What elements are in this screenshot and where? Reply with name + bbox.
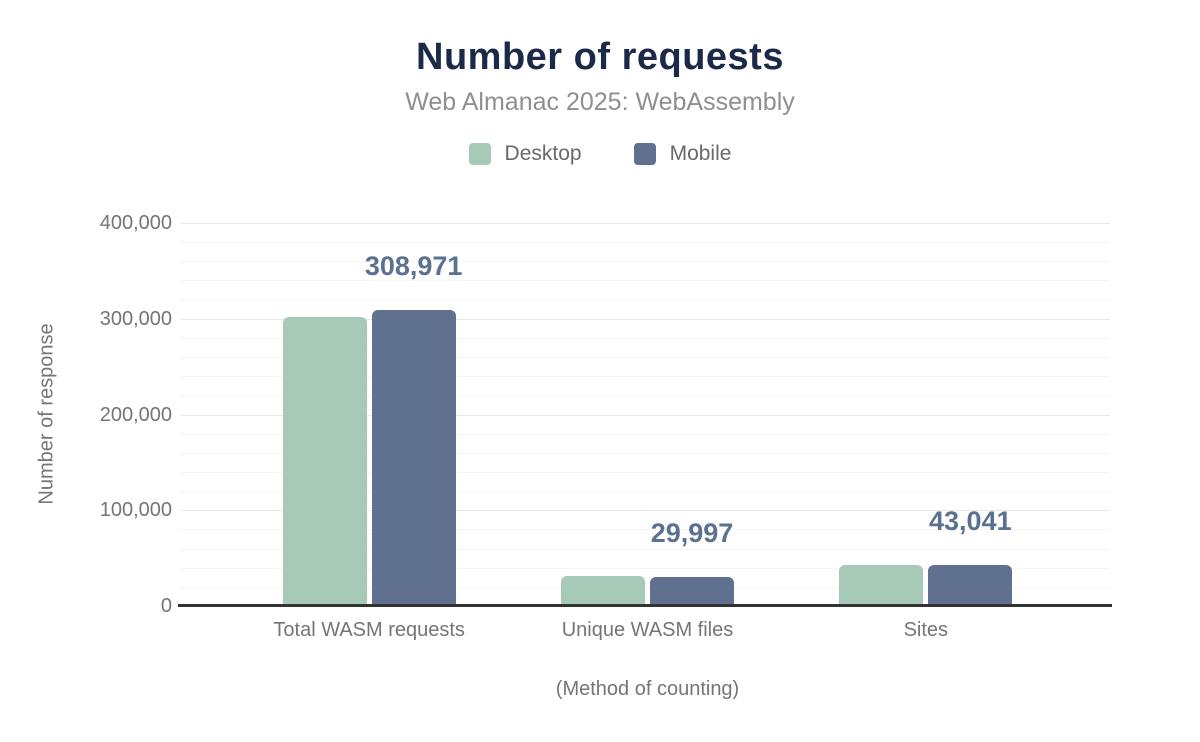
gridline-minor (180, 452, 1110, 454)
gridline-minor (180, 280, 1110, 282)
mobile-bar[interactable]: 43,041 (928, 507, 1013, 606)
y-axis-tick-labels: 0 100,000 200,000 300,000 400,000 (0, 213, 172, 616)
gridline-minor (180, 395, 1110, 397)
gridline-major (180, 414, 1110, 416)
x-axis-category-label: Total WASM requests (273, 619, 465, 641)
gridline-minor (180, 261, 1110, 263)
desktop-swatch-icon (468, 143, 491, 165)
legend-item-mobile[interactable]: Mobile (633, 142, 732, 166)
gridline-minor (180, 491, 1110, 493)
chart-subtitle: Web Almanac 2025: WebAssembly (405, 88, 795, 116)
gridline-minor (180, 567, 1110, 569)
x-axis-category-label: Sites (903, 619, 949, 641)
plot-area: 308,971 29,997 43,041 (180, 223, 1110, 606)
gridline-minor (180, 299, 1110, 301)
bar-value-label: 308,971 (364, 251, 463, 282)
mobile-bar[interactable]: 308,971 (365, 253, 462, 606)
x-axis-title: (Method of counting) (555, 678, 740, 700)
y-tick-label: 400,000 (99, 212, 172, 234)
y-tick-label: 200,000 (99, 403, 172, 426)
legend-item-desktop[interactable]: Desktop (468, 142, 582, 166)
bar-value-label: 29,997 (650, 518, 734, 549)
mobile-swatch-icon (633, 143, 656, 165)
y-tick-label: 0 (160, 595, 172, 617)
bar-group: 308,971 (230, 223, 508, 606)
gridline-minor (180, 548, 1110, 550)
mobile-bar[interactable]: 29,997 (649, 520, 734, 606)
gridline-minor (180, 586, 1110, 588)
bar-group: 43,041 (787, 223, 1065, 606)
y-tick-label: 300,000 (99, 307, 172, 330)
x-axis-category-labels: Total WASM requests Unique WASM files Site… (230, 619, 1065, 642)
y-tick-label: 100,000 (99, 499, 172, 522)
legend-label-mobile: Mobile (669, 142, 732, 165)
gridline-minor (180, 433, 1110, 435)
gridline-minor (180, 376, 1110, 378)
chart-title: Number of requests (416, 36, 784, 78)
bar-value-label: 43,041 (929, 505, 1012, 536)
bars-container: 308,971 29,997 43,041 (230, 223, 1065, 606)
desktop-bar[interactable] (839, 564, 924, 606)
gridline-minor (180, 529, 1110, 531)
bar-group: 29,997 (508, 223, 786, 606)
legend: Desktop Mobile (0, 142, 1200, 166)
gridline-major (180, 223, 1110, 224)
gridline-minor (180, 242, 1110, 244)
x-axis-category-label: Unique WASM files (561, 619, 734, 641)
gridline-minor (180, 357, 1110, 359)
desktop-bar[interactable] (282, 316, 367, 606)
y-axis-title: Number of response (35, 323, 58, 505)
legend-label-desktop: Desktop (504, 142, 582, 165)
desktop-bar[interactable] (560, 576, 645, 606)
gridline-minor (180, 471, 1110, 473)
gridline-minor (180, 337, 1110, 339)
gridline-major (180, 510, 1110, 512)
x-axis-line (178, 604, 1112, 607)
gridline-major (180, 318, 1110, 320)
